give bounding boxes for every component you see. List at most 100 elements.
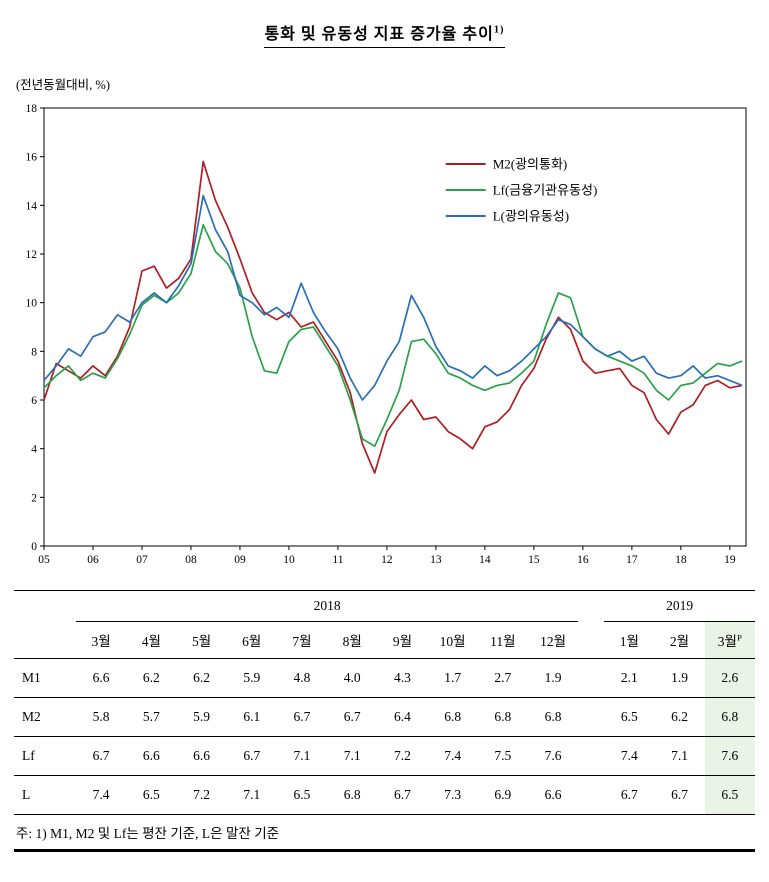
svg-text:06: 06 [87, 554, 99, 566]
value-cell: 7.4 [427, 736, 478, 776]
value-cell: 7.2 [176, 775, 227, 815]
month-header: 7월 [276, 621, 328, 659]
value-cell: 7.6 [527, 736, 579, 776]
value-cell: 6.6 [176, 736, 227, 776]
value-cell: 7.4 [76, 775, 127, 815]
value-cell: 6.6 [527, 775, 579, 815]
value-cell: 5.9 [226, 658, 277, 698]
table-row-L: L 7.4 6.5 7.2 7.1 6.5 6.8 6.7 7.3 6.9 6.6 6.7 6.7 6.5 [14, 775, 755, 815]
value-cell: 6.9 [477, 775, 528, 815]
gap-cell [578, 621, 605, 659]
report-page: 통화 및 유동성 지표 증가율 추이1) (전년동월대비, %) 0 2 4 6 8 10… [14, 20, 755, 852]
month-header-row: 3월 4월 5월 6월 7월 8월 9월 10월 11월 12월 1월 2월 3월P [14, 621, 755, 659]
month-header: 8월 [327, 621, 378, 659]
year-header-2019: 2019 [604, 590, 755, 622]
value-cell: 7.1 [276, 736, 328, 776]
page-title: 통화 및 유동성 지표 증가율 추이1) [264, 20, 505, 48]
value-cell: 7.3 [427, 775, 478, 815]
year-header-row: 2018 2019 [14, 590, 755, 622]
series-line-M2(광의통화) [43, 160, 743, 474]
data-table: 2018 2019 3월 4월 5월 6월 7월 8월 9월 10월 11월 12월 1월 2월 3월P M1… [14, 590, 755, 815]
svg-text:17: 17 [626, 554, 638, 566]
row-label: M1 [14, 658, 76, 698]
svg-text:18: 18 [26, 103, 38, 115]
month-header-preliminary: 3월P [704, 621, 755, 659]
month-header: 11월 [477, 621, 528, 659]
value-cell: 6.7 [604, 775, 655, 815]
gap-cell [578, 697, 605, 737]
value-cell: 1.7 [427, 658, 478, 698]
value-cell: 4.8 [276, 658, 328, 698]
svg-text:14: 14 [26, 200, 38, 212]
value-cell: 7.1 [327, 736, 378, 776]
value-cell: 6.7 [377, 775, 428, 815]
value-cell: 4.3 [377, 658, 428, 698]
svg-text:11: 11 [332, 554, 343, 566]
value-cell: 6.2 [126, 658, 177, 698]
value-cell: 6.8 [327, 775, 378, 815]
value-cell: 6.2 [654, 697, 705, 737]
value-cell: 7.2 [377, 736, 428, 776]
line-chart: 0 2 4 6 8 10 12 14 16 18 05 06 07 08 09 10 11 12 13 14 15 16 1… [26, 103, 747, 566]
bottom-rule [14, 849, 755, 852]
y-axis: 0 2 4 6 8 10 12 14 16 18 [26, 103, 44, 553]
page-title-text: 통화 및 유동성 지표 증가율 추이 [264, 26, 494, 43]
value-cell: 6.8 [527, 697, 579, 737]
value-cell: 6.7 [76, 736, 127, 776]
svg-text:6: 6 [31, 395, 37, 407]
value-cell: 6.1 [226, 697, 277, 737]
value-cell: 6.8 [477, 697, 528, 737]
svg-text:12: 12 [381, 554, 393, 566]
legend-label: Lf(금융기관유동성) [493, 182, 598, 197]
legend: M2(광의통화) Lf(금융기관유동성) L(광의유동성) [445, 156, 598, 223]
svg-text:16: 16 [577, 554, 589, 566]
value-cell: 6.7 [276, 697, 328, 737]
axis-unit-label: (전년동월대비, %) [16, 78, 110, 92]
series-line-L(광의유동성) [43, 194, 743, 401]
month-header: 12월 [527, 621, 579, 659]
value-cell: 6.2 [176, 658, 227, 698]
title-area: 통화 및 유동성 지표 증가율 추이1) [14, 20, 755, 48]
value-cell: 6.4 [377, 697, 428, 737]
value-cell: 1.9 [654, 658, 705, 698]
table-row-M2: M2 5.8 5.7 5.9 6.1 6.7 6.7 6.4 6.8 6.8 6.8 6.5 6.2 6.… [14, 697, 755, 737]
gap-cell [578, 775, 605, 815]
value-cell: 7.4 [604, 736, 655, 776]
value-cell: 6.5 [704, 775, 755, 815]
month-header: 6월 [226, 621, 277, 659]
value-cell: 6.7 [327, 697, 378, 737]
plot-frame [43, 107, 747, 547]
gap-cell [578, 736, 605, 776]
x-axis: 05 06 07 08 09 10 11 12 13 14 15 16 17 18 19 [38, 546, 736, 566]
svg-text:0: 0 [31, 541, 37, 553]
month-header: 9월 [377, 621, 428, 659]
value-cell: 5.9 [176, 697, 227, 737]
value-cell: 1.9 [527, 658, 579, 698]
series-lines [43, 160, 743, 474]
legend-label: M2(광의통화) [493, 156, 568, 171]
svg-text:8: 8 [31, 346, 37, 358]
svg-text:2: 2 [31, 492, 37, 504]
preliminary-superscript: P [736, 632, 742, 643]
value-cell: 6.7 [654, 775, 705, 815]
row-label: L [14, 775, 76, 815]
svg-text:10: 10 [26, 298, 38, 310]
row-label: Lf [14, 736, 76, 776]
value-cell: 2.1 [604, 658, 655, 698]
gap-cell [578, 658, 605, 698]
value-cell: 7.5 [477, 736, 528, 776]
table-row-Lf: Lf 6.7 6.6 6.6 6.7 7.1 7.1 7.2 7.4 7.5 7.6 7.4 7.1 7.… [14, 736, 755, 776]
value-cell: 5.7 [126, 697, 177, 737]
stub-cell [14, 591, 76, 622]
svg-text:16: 16 [26, 152, 38, 164]
table-row-M1: M1 6.6 6.2 6.2 5.9 4.8 4.0 4.3 1.7 2.7 1.9 2.1 1.9 2.… [14, 658, 755, 698]
year-header-2018: 2018 [76, 590, 579, 622]
value-cell: 6.8 [427, 697, 478, 737]
svg-text:4: 4 [31, 444, 37, 456]
svg-text:15: 15 [528, 554, 540, 566]
month-header: 4월 [126, 621, 177, 659]
month-header: 5월 [176, 621, 227, 659]
data-table-wrap: 2018 2019 3월 4월 5월 6월 7월 8월 9월 10월 11월 12월 1월 2월 3월P M1… [14, 590, 755, 815]
svg-text:18: 18 [675, 554, 687, 566]
value-cell: 6.8 [704, 697, 755, 737]
